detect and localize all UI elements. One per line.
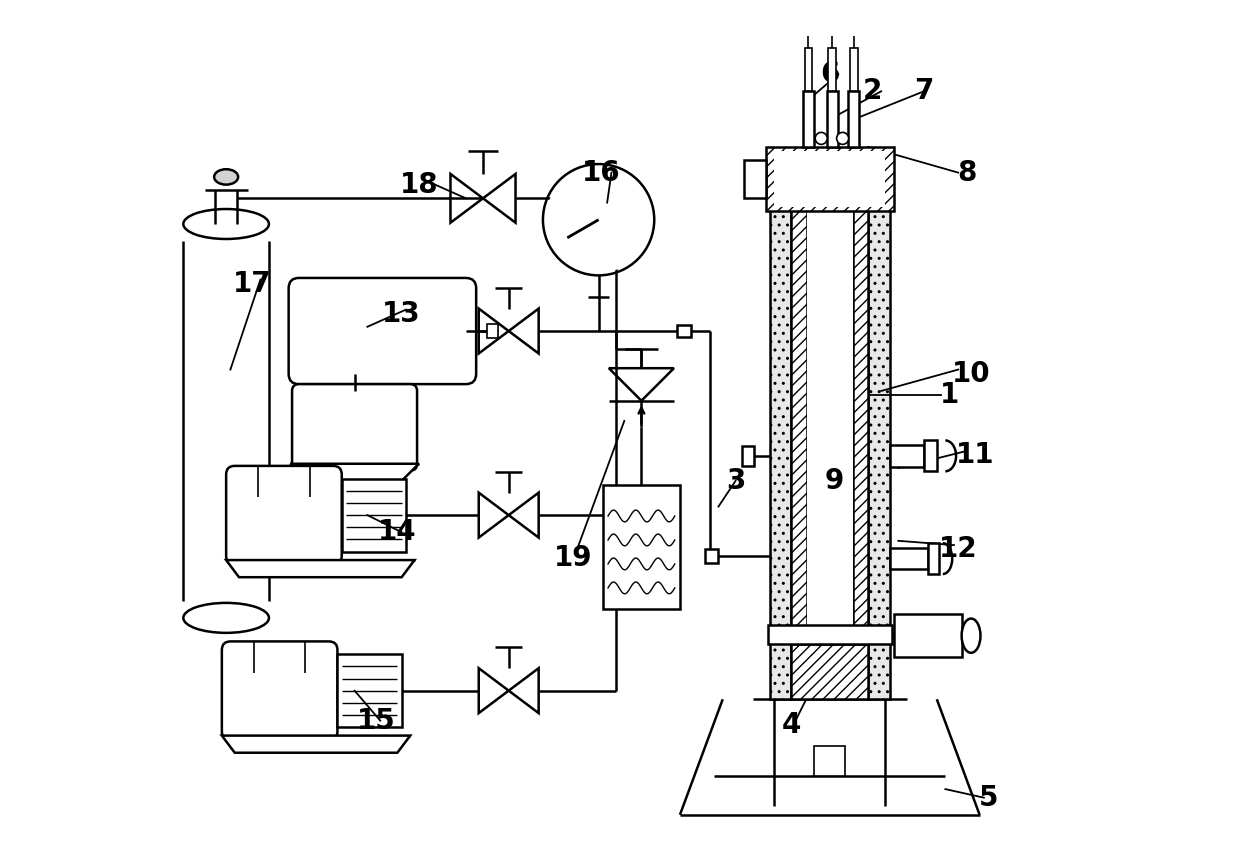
Text: 8: 8 — [957, 159, 976, 186]
Bar — [924, 441, 936, 472]
Bar — [890, 445, 924, 466]
Polygon shape — [226, 560, 414, 577]
Text: 17: 17 — [233, 270, 272, 298]
Text: 5: 5 — [978, 783, 998, 812]
Bar — [868, 203, 890, 699]
Text: 4: 4 — [781, 711, 801, 739]
Bar — [853, 203, 868, 648]
Bar — [791, 643, 868, 699]
Text: 18: 18 — [399, 172, 438, 199]
Text: 15: 15 — [357, 707, 396, 734]
Bar — [677, 325, 691, 337]
Bar — [848, 91, 859, 147]
Text: 16: 16 — [582, 159, 620, 186]
Bar — [768, 624, 892, 643]
Bar — [807, 203, 853, 648]
Bar — [828, 48, 836, 91]
Text: 11: 11 — [956, 442, 994, 469]
Text: 6: 6 — [820, 60, 839, 88]
Text: 10: 10 — [952, 360, 991, 388]
Bar — [774, 151, 885, 207]
Polygon shape — [222, 735, 410, 752]
FancyBboxPatch shape — [293, 384, 417, 471]
Bar — [342, 478, 405, 551]
FancyBboxPatch shape — [289, 278, 476, 384]
Bar — [890, 548, 929, 570]
Ellipse shape — [962, 618, 981, 653]
Circle shape — [815, 132, 827, 144]
Circle shape — [837, 132, 848, 144]
Bar — [765, 147, 894, 211]
Bar — [849, 48, 858, 91]
Bar — [742, 446, 754, 466]
Bar — [791, 203, 807, 648]
Bar — [929, 543, 939, 574]
Polygon shape — [290, 464, 419, 481]
Bar — [805, 48, 812, 91]
FancyBboxPatch shape — [226, 466, 342, 564]
Bar — [815, 746, 846, 777]
Bar — [827, 91, 838, 147]
Text: 13: 13 — [382, 300, 420, 328]
Text: 1: 1 — [940, 381, 960, 409]
Text: 2: 2 — [863, 77, 883, 106]
Bar — [337, 655, 402, 727]
Polygon shape — [894, 614, 962, 657]
Circle shape — [546, 167, 652, 273]
FancyBboxPatch shape — [222, 642, 337, 740]
Text: 19: 19 — [553, 544, 593, 572]
Text: 9: 9 — [825, 467, 843, 495]
Bar — [770, 203, 791, 699]
Bar — [744, 160, 765, 198]
Bar — [603, 485, 680, 609]
Bar — [802, 91, 813, 147]
Text: 7: 7 — [914, 77, 934, 106]
Bar — [184, 224, 269, 618]
Bar — [704, 550, 718, 563]
Bar — [487, 324, 498, 338]
Text: 12: 12 — [939, 535, 977, 564]
Ellipse shape — [215, 169, 238, 185]
Text: 14: 14 — [378, 518, 417, 546]
Text: 3: 3 — [725, 467, 745, 495]
